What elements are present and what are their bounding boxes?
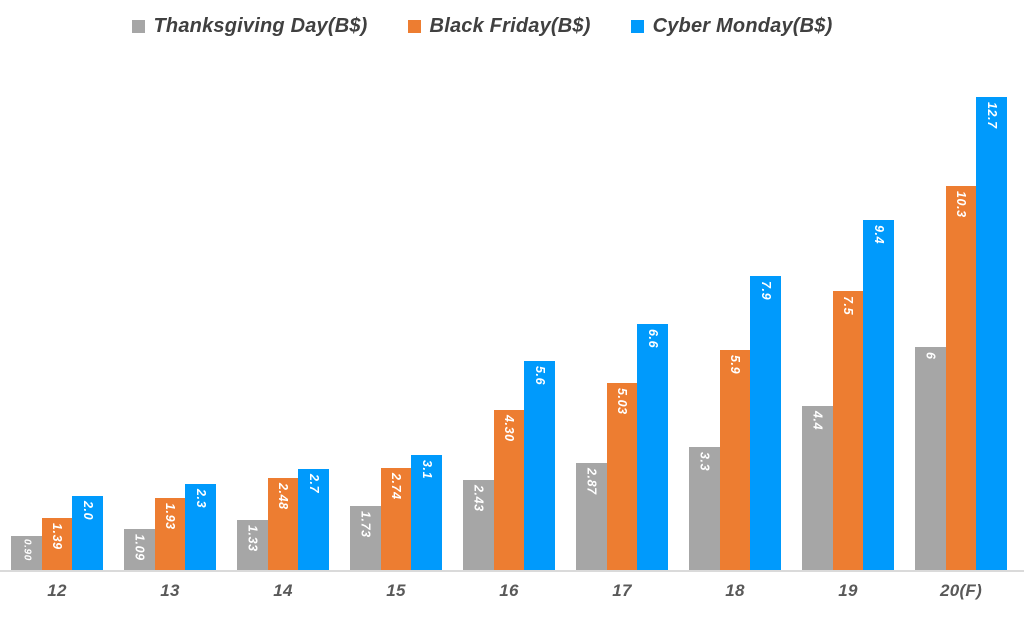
- bar-value-label: 2.7: [306, 474, 321, 494]
- bar-black-friday-b-18: 5.9: [719, 350, 751, 570]
- bar-value-label: 1.93: [163, 503, 178, 530]
- bar-cyber-monday-b-20-f: 12.7: [976, 97, 1007, 570]
- x-axis-label-17: 17: [612, 581, 632, 600]
- legend-swatch-icon: [407, 20, 421, 33]
- bar-thanksgiving-day-b-16: 2.43: [463, 479, 494, 570]
- legend-item-black-friday-b: Black Friday(B$): [407, 15, 591, 38]
- bar-value-label: 12.7: [984, 102, 999, 129]
- bar-thanksgiving-day-b-20-f: 6: [915, 346, 946, 570]
- bar-value-label: 1.09: [132, 534, 147, 562]
- x-axis-label-18: 18: [725, 581, 745, 600]
- bar-cyber-monday-b-19: 9.4: [863, 219, 894, 570]
- bar-black-friday-b-19: 7.5: [832, 290, 864, 570]
- bar-value-label: 2.3: [193, 489, 208, 509]
- bar-value-label: 7.5: [841, 295, 856, 315]
- legend-swatch-icon: [131, 20, 145, 33]
- x-axis-label-14: 14: [273, 581, 293, 600]
- bar-value-label: 3.3: [697, 452, 712, 472]
- x-axis-label-19: 19: [838, 581, 858, 600]
- x-axis-label-13: 13: [160, 581, 180, 600]
- bar-cyber-monday-b-12: 2.0: [72, 495, 103, 570]
- bar-value-label: 5.03: [615, 387, 630, 415]
- bar-thanksgiving-day-b-12: 0.90: [11, 536, 42, 570]
- bar-thanksgiving-day-b-17: 2.87: [576, 463, 607, 570]
- bar-cyber-monday-b-17: 6.6: [637, 324, 668, 570]
- bar-value-label: 2.48: [276, 482, 291, 510]
- bar-black-friday-b-20-f: 10.3: [945, 186, 977, 570]
- legend-item-thanksgiving-day-b: Thanksgiving Day(B$): [131, 15, 368, 38]
- bar-thanksgiving-day-b-18: 3.3: [689, 447, 720, 570]
- legend-swatch-icon: [630, 20, 644, 33]
- bar-value-label: 4.30: [502, 414, 517, 442]
- bar-value-label: 3.1: [419, 459, 434, 479]
- bar-value-label: 6: [923, 351, 938, 360]
- bar-black-friday-b-14: 2.48: [267, 477, 299, 570]
- bar-value-label: 2.87: [584, 468, 599, 495]
- bar-thanksgiving-day-b-13: 1.09: [124, 529, 155, 570]
- bar-cyber-monday-b-16: 5.6: [524, 361, 555, 570]
- legend-label: Black Friday(B$): [429, 15, 591, 37]
- legend-item-cyber-monday-b: Cyber Monday(B$): [630, 15, 833, 38]
- bar-black-friday-b-13: 1.93: [154, 498, 186, 570]
- bar-black-friday-b-16: 4.30: [493, 409, 525, 570]
- bar-value-label: 0.90: [21, 539, 33, 562]
- x-axis-label-20-f: 20(F): [939, 581, 983, 600]
- bar-value-label: 9.4: [871, 224, 886, 245]
- bar-thanksgiving-day-b-15: 1.73: [350, 505, 381, 570]
- bar-cyber-monday-b-13: 2.3: [185, 484, 216, 570]
- bar-value-label: 1.73: [358, 510, 373, 538]
- bar-cyber-monday-b-15: 3.1: [411, 454, 442, 570]
- bar-value-label: 2.74: [389, 472, 404, 500]
- bar-value-label: 1.33: [245, 525, 260, 553]
- bar-value-label: 2.43: [471, 484, 486, 512]
- bar-value-label: 10.3: [954, 191, 969, 219]
- x-axis-label-12: 12: [47, 581, 67, 600]
- x-axis-label-15: 15: [386, 581, 406, 600]
- bar-value-label: 2.0: [80, 500, 95, 520]
- legend-label: Thanksgiving Day(B$): [153, 15, 368, 37]
- bar-value-label: 4.4: [810, 411, 825, 431]
- bar-black-friday-b-15: 2.74: [380, 467, 412, 570]
- bar-cyber-monday-b-14: 2.7: [298, 469, 329, 570]
- bar-black-friday-b-12: 1.39: [41, 518, 73, 570]
- bar-black-friday-b-17: 5.03: [606, 382, 638, 570]
- bar-cyber-monday-b-18: 7.9: [750, 275, 781, 570]
- chart-legend: Thanksgiving Day(B$) Black Friday(B$) Cybe…: [0, 15, 1024, 38]
- bar-value-label: 7.9: [758, 280, 773, 300]
- bar-value-label: 1.39: [50, 523, 65, 550]
- bar-value-label: 5.6: [532, 366, 547, 386]
- bar-value-label: 5.9: [728, 355, 743, 375]
- x-axis-label-16: 16: [499, 581, 519, 600]
- bar-thanksgiving-day-b-14: 1.33: [237, 520, 268, 570]
- x-axis-line: [0, 570, 1024, 572]
- bar-value-label: 6.6: [645, 329, 660, 349]
- bar-thanksgiving-day-b-19: 4.4: [802, 406, 833, 570]
- legend-label: Cyber Monday(B$): [652, 15, 833, 37]
